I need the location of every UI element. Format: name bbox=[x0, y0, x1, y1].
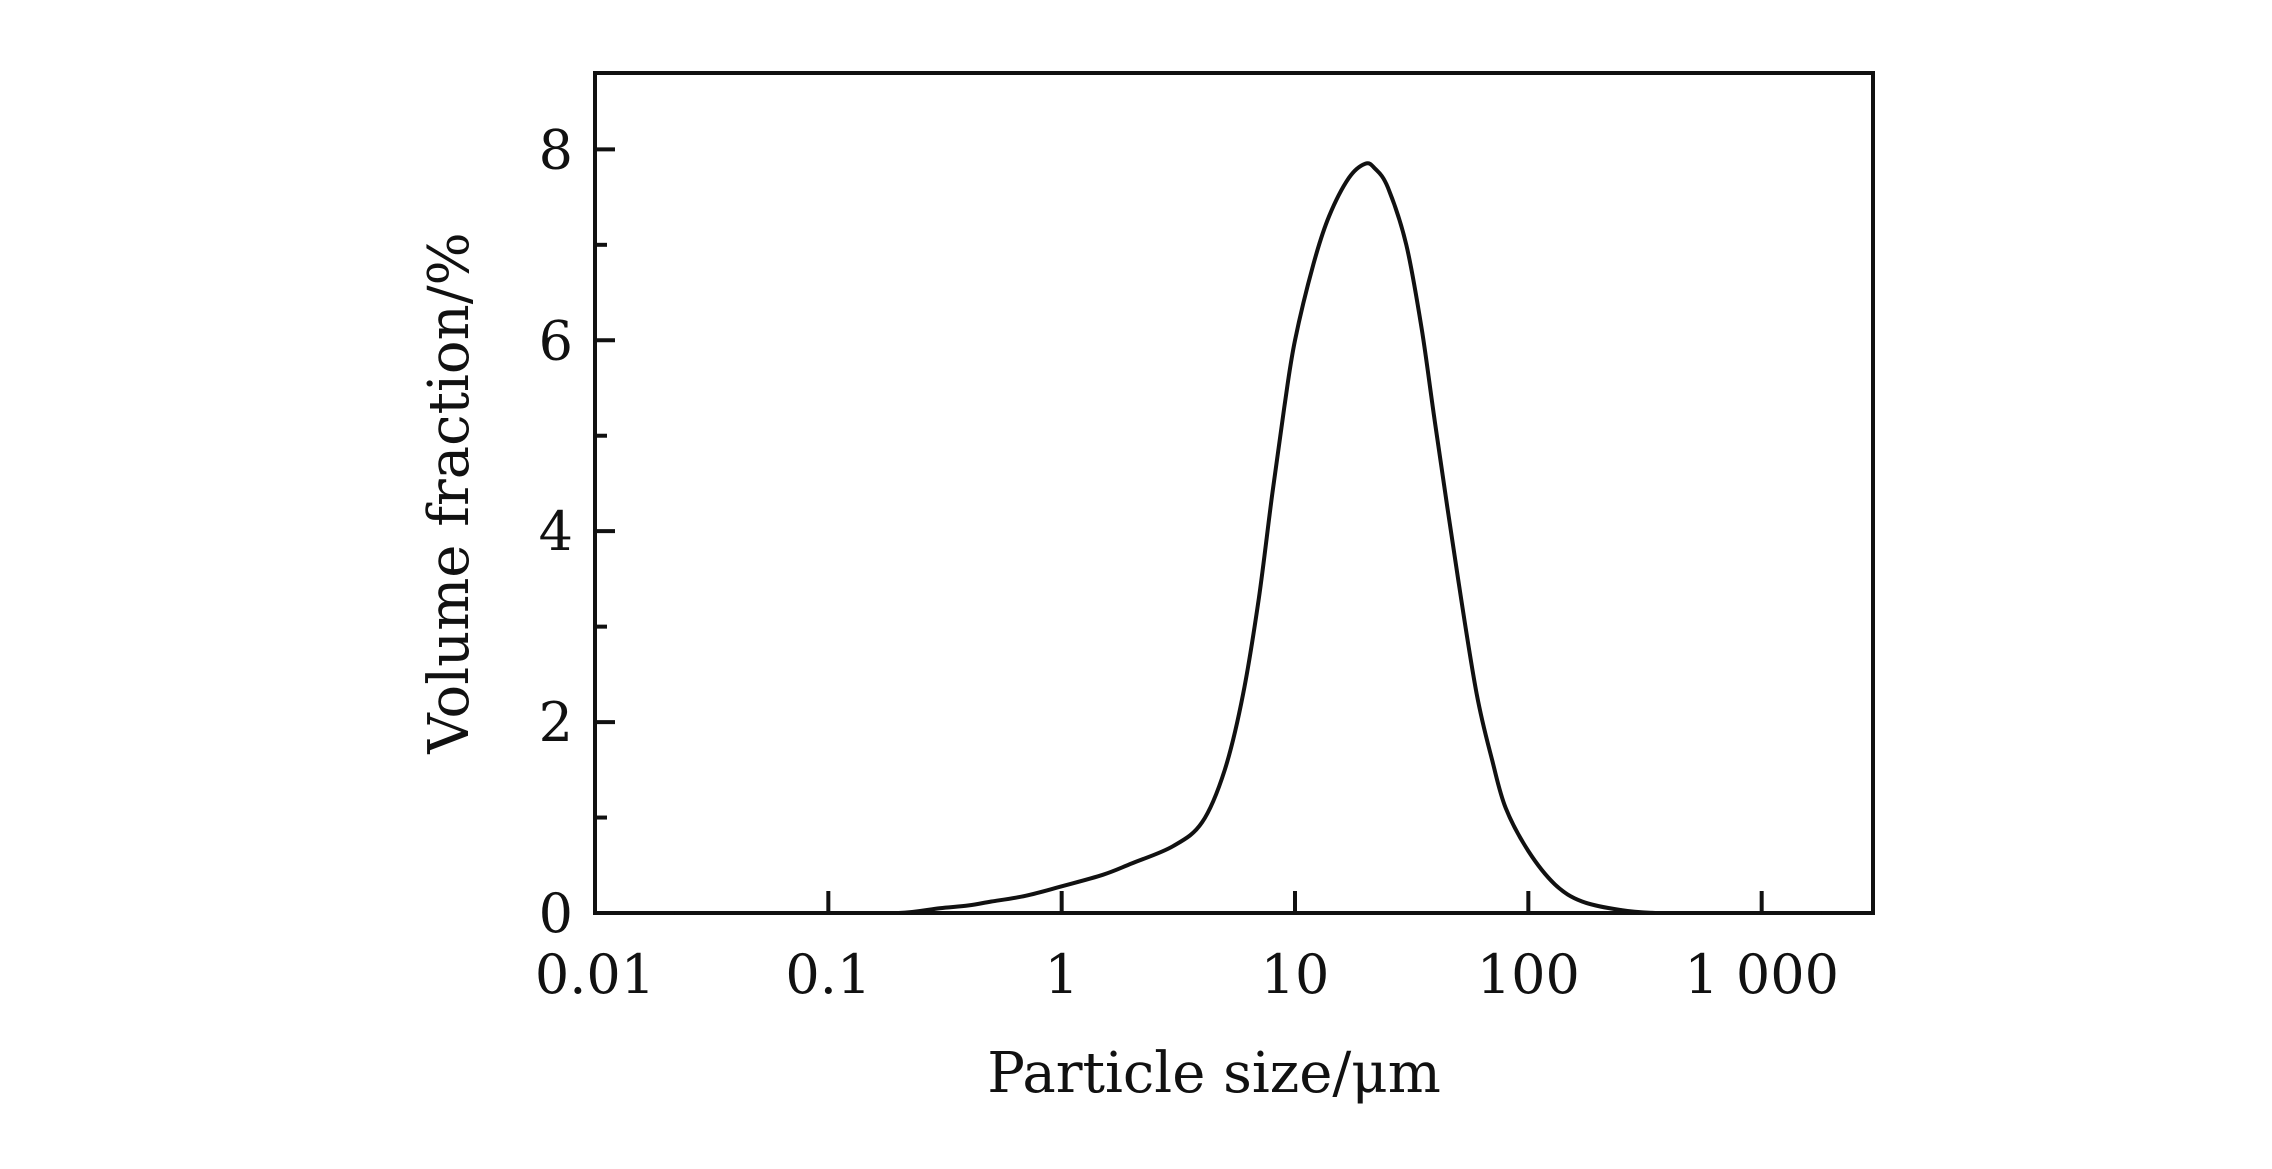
x-tick-label: 100 bbox=[1477, 943, 1580, 1006]
x-tick-label: 1 000 bbox=[1684, 943, 1839, 1006]
volume-fraction-curve bbox=[674, 161, 1822, 916]
y-tick-label: 6 bbox=[539, 309, 573, 372]
y-axis-title: Volume fraction/% bbox=[417, 232, 482, 755]
y-tick-label: 0 bbox=[539, 882, 573, 945]
x-tick-label: 0.1 bbox=[785, 943, 871, 1006]
y-tick-label: 8 bbox=[539, 118, 573, 181]
plot-frame bbox=[593, 71, 1875, 915]
x-tick-label: 0.01 bbox=[535, 943, 655, 1006]
y-tick-label: 4 bbox=[539, 500, 573, 563]
x-axis-title: Particle size/μm bbox=[987, 1041, 1441, 1106]
y-tick-label: 2 bbox=[539, 691, 573, 754]
x-axis: 0.01 0.1 1 10 100 1 000 bbox=[535, 891, 1839, 1006]
y-axis: 0 2 4 6 8 bbox=[539, 118, 615, 945]
x-tick-label: 1 bbox=[1044, 943, 1078, 1006]
x-tick-label: 10 bbox=[1261, 943, 1330, 1006]
